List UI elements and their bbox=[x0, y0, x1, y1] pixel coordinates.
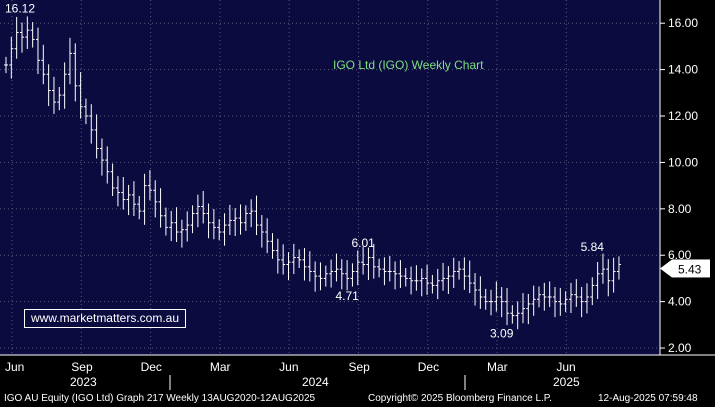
last-price-box bbox=[672, 259, 710, 278]
y-tick-label: 6.00 bbox=[668, 248, 692, 262]
footer-copyright: Copyright© 2025 Bloomberg Finance L.P. bbox=[368, 393, 552, 404]
price-annotation: 5.84 bbox=[581, 240, 605, 254]
watermark-link[interactable]: www.marketmatters.com.au bbox=[24, 309, 186, 328]
x-tick-label: Mar bbox=[487, 360, 508, 374]
price-annotation: 6.01 bbox=[351, 236, 375, 250]
price-annotation: 3.09 bbox=[490, 327, 514, 341]
footer-timestamp: 12-Aug-2025 07:59:48 bbox=[598, 393, 698, 404]
year-label: 2025 bbox=[553, 375, 580, 389]
chart-title: IGO Ltd (IGO) Weekly Chart bbox=[333, 58, 484, 72]
y-tick-label: 10.00 bbox=[668, 155, 698, 169]
y-tick-label: 14.00 bbox=[668, 63, 698, 77]
x-tick-label: Sep bbox=[71, 360, 93, 374]
price-annotation: 4.71 bbox=[335, 289, 359, 303]
price-chart: 16.00 14.00 12.00 10.00 8.00 6.00 4.00 2.00 Jun S… bbox=[0, 0, 715, 390]
last-price-pointer bbox=[660, 259, 672, 278]
bloomberg-footer: IGO AU Equity (IGO Ltd) Graph 217 Weekly… bbox=[0, 390, 715, 407]
x-tick-label: Sep bbox=[348, 360, 370, 374]
x-tick-label: Mar bbox=[210, 360, 231, 374]
x-tick-label: Dec bbox=[141, 360, 162, 374]
y-tick-label: 4.00 bbox=[668, 295, 692, 309]
y-tick-label: 2.00 bbox=[668, 341, 692, 355]
last-price-label: 5.43 bbox=[678, 262, 702, 276]
footer-security: IGO AU Equity (IGO Ltd) Graph 217 Weekly… bbox=[4, 393, 316, 404]
year-label: 2024 bbox=[302, 375, 329, 389]
price-annotation: 16.12 bbox=[5, 1, 35, 15]
x-tick-label: Jun bbox=[556, 360, 575, 374]
year-label: 2023 bbox=[70, 375, 97, 389]
y-tick-label: 12.00 bbox=[668, 109, 698, 123]
x-tick-label: Jun bbox=[279, 360, 298, 374]
y-tick-label: 16.00 bbox=[668, 16, 698, 30]
x-tick-label: Jun bbox=[5, 360, 24, 374]
y-tick-label: 8.00 bbox=[668, 202, 692, 216]
x-tick-label: Dec bbox=[418, 360, 439, 374]
